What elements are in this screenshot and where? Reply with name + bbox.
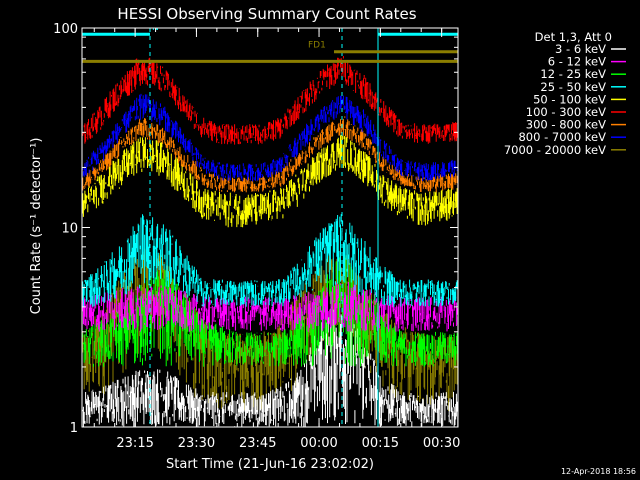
x-tick-label: 00:15: [362, 436, 399, 451]
chart-title: HESSI Observing Summary Count Rates: [117, 5, 416, 23]
generated-timestamp: 12-Apr-2018 18:56: [561, 467, 636, 476]
legend-label-12-25-kev: 12 - 25 keV: [540, 67, 606, 81]
series-line-100-300-kev: [82, 56, 458, 145]
x-axis-label: Start Time (21-Jun-16 23:02:02): [166, 457, 374, 472]
series-line-800-7000-kev: [82, 93, 458, 182]
legend-label-6-12-kev: 6 - 12 keV: [548, 55, 606, 69]
legend-label-7000-20000-kev: 7000 - 20000 keV: [504, 143, 606, 157]
legend-label-3-6-kev: 3 - 6 keV: [555, 42, 606, 56]
y-axis-label: Count Rate (s⁻¹ detector⁻¹): [29, 138, 44, 315]
series-layer: [82, 56, 458, 427]
x-tick-label: 23:30: [178, 436, 215, 451]
series-6-12-kev: [82, 282, 458, 332]
x-tick-label: 23:15: [116, 436, 153, 451]
y-tick-label: 10: [61, 222, 78, 237]
x-tick-label: 00:30: [423, 436, 460, 451]
annotation-1: FD1: [308, 40, 326, 50]
series-25-50-kev: [82, 214, 458, 307]
legend-label-800-7000-kev: 800 - 7000 keV: [518, 130, 606, 144]
legend-label-25-50-kev: 25 - 50 keV: [540, 80, 606, 94]
series-100-300-kev: [82, 56, 458, 145]
y-tick-label: 100: [53, 22, 78, 37]
series-line-50-100-kev: [82, 134, 458, 228]
series-line-300-800-kev: [82, 116, 458, 193]
series-50-100-kev: [82, 134, 458, 228]
marker-layer: NFD1: [82, 28, 458, 427]
series-300-800-kev: [82, 116, 458, 193]
x-tick-label: 00:00: [300, 436, 337, 451]
series-line-6-12-kev: [82, 282, 458, 332]
legend-label-300-800-kev: 300 - 800 keV: [526, 118, 606, 132]
series-800-7000-kev: [82, 93, 458, 182]
legend-title: Det 1,3, Att 0: [535, 30, 612, 44]
legend-label-50-100-kev: 50 - 100 keV: [533, 92, 606, 106]
tick-layer: 1 10 100 23:15 23:30 23:45 00:00 00:15 00:30: [53, 22, 460, 451]
x-tick-label: 23:45: [239, 436, 276, 451]
series-line-25-50-kev: [82, 214, 458, 307]
y-tick-label: 1: [70, 421, 78, 436]
legend-label-100-300-kev: 100 - 300 keV: [526, 105, 606, 119]
